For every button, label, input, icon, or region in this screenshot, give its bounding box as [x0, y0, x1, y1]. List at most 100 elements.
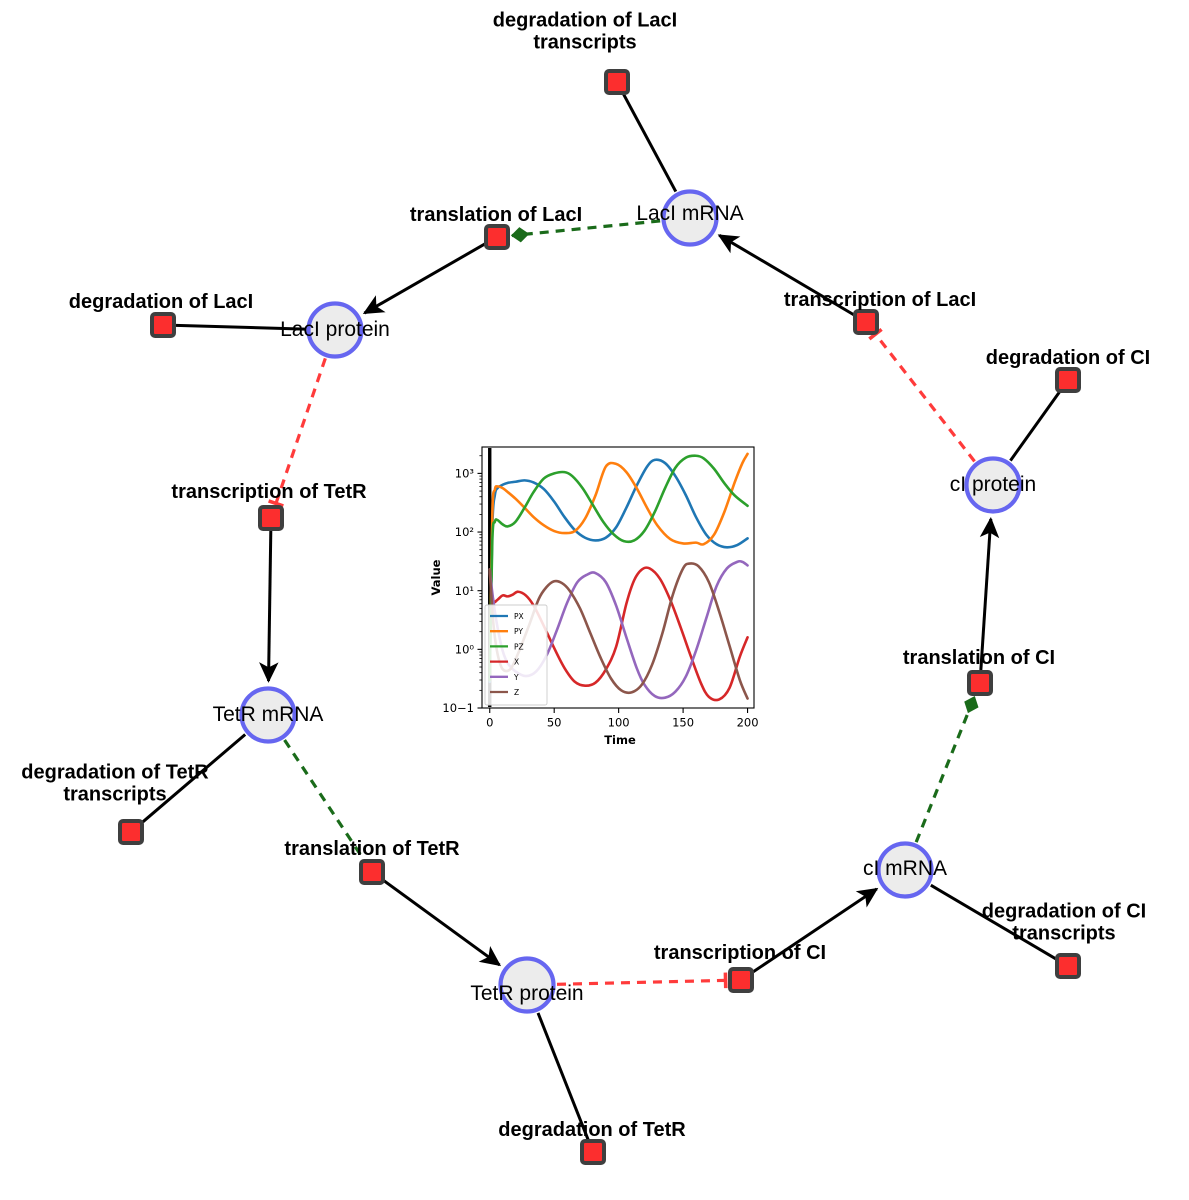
timecourse-inset-plot: 10−1 10⁰ 10¹ 10² 10³ 0 50 100 150 200 Time Value PX P…: [420, 434, 770, 759]
legend-label: PZ: [514, 642, 524, 651]
edge: cI protein consumed by degradation of CI: [1009, 389, 1062, 462]
edge: translation of LacI produces LacI protei…: [362, 242, 487, 315]
legend-label: X: [514, 658, 519, 667]
reaction-label: translation of TetR: [284, 837, 460, 860]
y-tick-label: 10²: [455, 525, 474, 539]
reaction-label: transcription of CI: [653, 941, 827, 964]
y-tick-label: 10⁰: [455, 643, 475, 657]
series-line: X: [488, 566, 749, 702]
species-circle[interactable]: [661, 189, 719, 247]
x-axis-title: Time: [604, 733, 636, 747]
reaction-square[interactable]: [604, 69, 630, 95]
species-label: LacI protein: [280, 318, 390, 341]
reaction-node[interactable]: degradation of TetR: [580, 1139, 606, 1165]
species-circle[interactable]: [306, 301, 364, 359]
chart-legend: PX PY PZ XYZ: [484, 604, 548, 706]
reaction-node[interactable]: translation of TetR: [359, 859, 385, 885]
series-line: PZ: [488, 454, 749, 682]
edge: LacI mRNA modifies translation of LacI: [510, 219, 661, 243]
species-node[interactable]: TetR mRNA: [239, 686, 297, 744]
reaction-square[interactable]: [150, 312, 176, 338]
species-label: LacI mRNA: [636, 202, 744, 225]
reaction-square[interactable]: [258, 505, 284, 531]
reaction-label: transcription of LacI: [783, 288, 977, 311]
reaction-square[interactable]: [1055, 367, 1081, 393]
nodes-layer: LacI mRNA LacI protein cI protein cI mRNA Te…: [118, 69, 1081, 1165]
species-circle[interactable]: [964, 456, 1022, 514]
reaction-label: translation of LacI: [409, 203, 583, 226]
edge: transcription of LacI produces LacI mRNA: [717, 234, 856, 317]
reaction-square[interactable]: [118, 819, 144, 845]
series-line: PX: [488, 458, 749, 684]
species-node[interactable]: TetR protein: [498, 956, 556, 1014]
reaction-node[interactable]: translation of CI: [967, 670, 993, 696]
legend-label: Z: [514, 688, 519, 697]
y-tick-label: 10−1: [442, 701, 474, 715]
edge: TetR mRNA consumed by degradation of Tet…: [139, 733, 247, 825]
species-node[interactable]: cI protein: [964, 456, 1022, 514]
edge: cI protein inhibits transcription of Lac…: [868, 327, 976, 463]
legend-label: PX: [514, 612, 524, 621]
legend-label: Y: [513, 673, 519, 682]
y-tick-label: 10¹: [455, 584, 474, 598]
edge: translation of CI produces cI protein: [979, 517, 1000, 671]
reaction-label: degradation of TetR: [498, 1118, 686, 1141]
x-tick-label: 50: [547, 716, 562, 730]
reaction-node[interactable]: translation of LacI: [484, 224, 510, 250]
species-circle[interactable]: [498, 956, 556, 1014]
edge: transcription of TetR produces TetR mRNA: [259, 530, 279, 683]
reaction-node[interactable]: degradation of LacI: [150, 312, 176, 338]
x-tick-label: 0: [486, 716, 493, 730]
species-node[interactable]: cI mRNA: [876, 841, 934, 899]
species-label: TetR protein: [470, 982, 584, 1005]
legend-box: [484, 604, 548, 706]
species-node[interactable]: LacI mRNA: [661, 189, 719, 247]
edge: TetR mRNA modifies translation of TetR: [283, 739, 367, 863]
edge: LacI protein consumed by degradation of …: [175, 323, 306, 331]
y-tick-label: 10³: [455, 467, 475, 481]
edge: translation of TetR produces TetR protei…: [381, 878, 502, 967]
reaction-node[interactable]: transcription of CI: [728, 967, 754, 993]
x-tick-label: 100: [608, 716, 630, 730]
reaction-square[interactable]: [728, 967, 754, 993]
reaction-label: transcription of TetR: [171, 480, 367, 503]
edge: TetR protein consumed by degradation of …: [536, 1012, 590, 1141]
species-circle[interactable]: [239, 686, 297, 744]
x-tick-label: 150: [672, 716, 694, 730]
reaction-node[interactable]: transcription of TetR: [258, 505, 284, 531]
reaction-node[interactable]: degradation of TetR transcripts: [118, 819, 144, 845]
reaction-square[interactable]: [359, 859, 385, 885]
reaction-label: degradation of CI transcripts: [981, 900, 1147, 945]
x-tick-label: 200: [737, 716, 759, 730]
series-line: PY: [488, 452, 749, 682]
reaction-label: degradation of TetR transcripts: [21, 761, 209, 806]
edge: cI mRNA modifies translation of CI: [914, 695, 979, 843]
edge: transcription of CI produces cI mRNA: [750, 887, 879, 975]
reaction-node[interactable]: degradation of CI: [1055, 367, 1081, 393]
reaction-node[interactable]: transcription of LacI: [853, 309, 879, 335]
reaction-square[interactable]: [853, 309, 879, 335]
reaction-square[interactable]: [580, 1139, 606, 1165]
species-label: TetR mRNA: [212, 703, 324, 726]
edge: cI mRNA consumed by degradation of CI tr…: [930, 883, 1058, 961]
edge: TetR protein inhibits transcription of C…: [556, 972, 728, 989]
reaction-square[interactable]: [1055, 953, 1081, 979]
reaction-node[interactable]: degradation of LacI transcripts: [604, 69, 630, 95]
reaction-label: degradation of LacI transcripts: [492, 9, 678, 54]
species-label: cI mRNA: [863, 857, 947, 880]
species-label: cI protein: [949, 473, 1037, 496]
species-circle[interactable]: [876, 841, 934, 899]
reaction-square[interactable]: [967, 670, 993, 696]
edges-layer: LacI mRNA consumed by degradation of Lac…: [139, 92, 1062, 1141]
reaction-label: translation of CI: [902, 646, 1056, 669]
reaction-label: degradation of LacI: [68, 290, 254, 313]
reaction-label: degradation of CI: [985, 346, 1151, 369]
legend-label: PY: [514, 627, 523, 636]
edge: LacI mRNA consumed by degradation of Lac…: [621, 92, 678, 193]
species-node[interactable]: LacI protein: [306, 301, 364, 359]
reaction-square[interactable]: [484, 224, 510, 250]
reaction-node[interactable]: degradation of CI transcripts: [1055, 953, 1081, 979]
